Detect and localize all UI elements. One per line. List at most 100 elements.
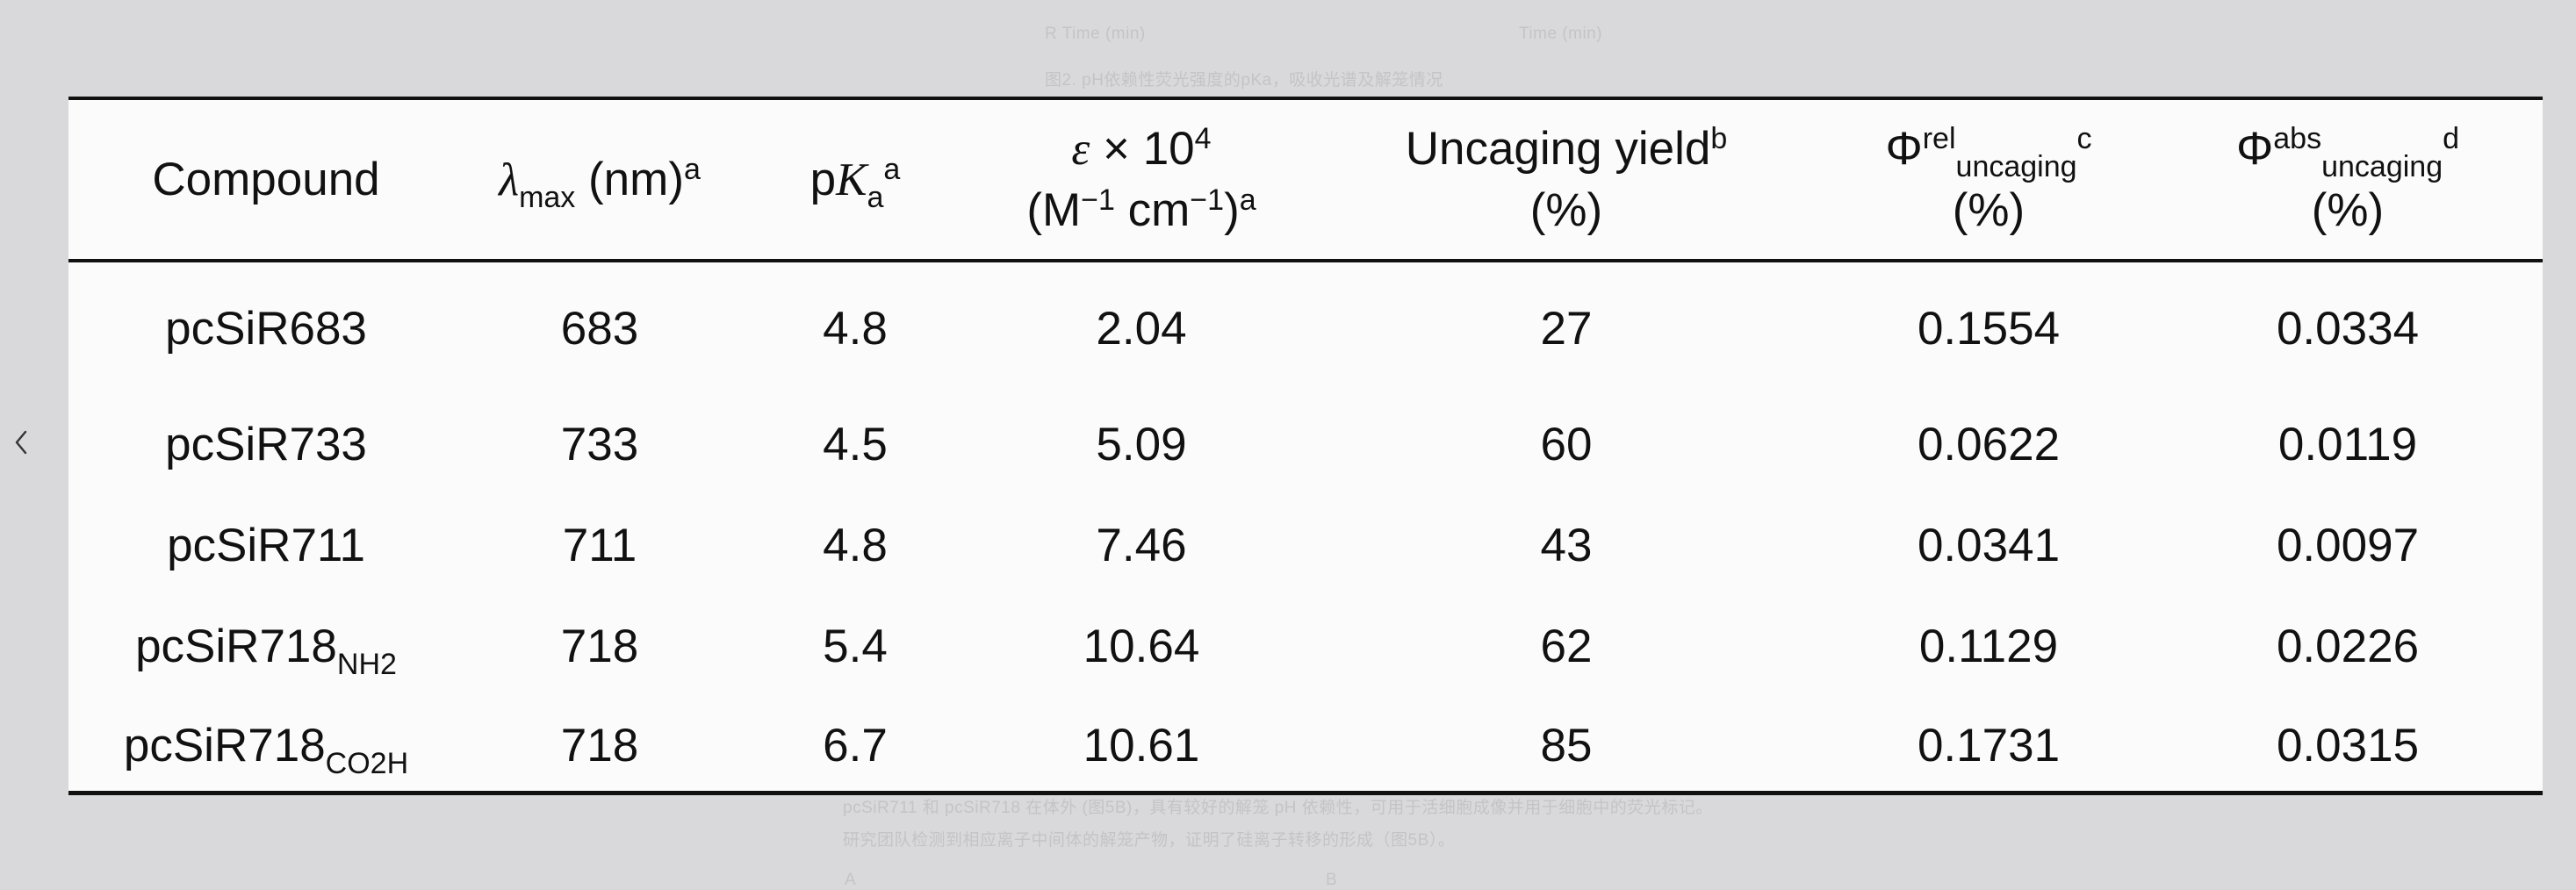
cell-epsilon: 10.61 (1083, 720, 1200, 772)
cell-phi-abs: 0.0315 (2276, 720, 2420, 772)
compound-name: pcSiR718 (123, 720, 326, 772)
cell-lambda-max: 718 (560, 621, 639, 672)
previous-image-button[interactable] (5, 420, 37, 465)
cell-epsilon: 5.09 (1096, 419, 1187, 470)
cell-compound: pcSiR718CO2H (68, 697, 464, 794)
epsilon-unit-part: cm (1114, 183, 1191, 236)
phi-rel-superscript: rel (1922, 121, 1956, 155)
cell-lambda-max: 711 (562, 520, 637, 571)
phi-rel-footnote: c (2076, 121, 2092, 155)
cell-phi-abs: 0.0226 (2276, 621, 2420, 672)
yield-unit: (%) (1529, 183, 1603, 236)
lambda-unit: (nm) (575, 153, 684, 205)
background-axis-label: Time (min) (1519, 25, 1603, 43)
cell-phi-abs: 0.0097 (2276, 520, 2420, 571)
compound-subscript: CO2H (325, 747, 409, 780)
cell-compound: pcSiR718NH2 (68, 596, 464, 697)
cell-pka: 4.8 (823, 302, 888, 355)
background-panel-label: B (1326, 871, 1338, 889)
cell-uncaging-yield: 62 (1540, 621, 1593, 672)
cell-lambda-max: 733 (560, 419, 639, 470)
cell-uncaging-yield: 60 (1540, 419, 1593, 470)
cell-epsilon: 10.64 (1083, 621, 1200, 672)
epsilon-unit-part: ) (1224, 183, 1240, 236)
background-axis-label: R Time (min) (1045, 25, 1146, 43)
table-header-rule (68, 259, 2543, 262)
yield-line-1: Uncaging yieldb (1308, 118, 1824, 180)
epsilon-exponent: 4 (1194, 121, 1212, 155)
epsilon-times: × 10 (1090, 122, 1195, 175)
cell-phi-rel: 0.0622 (1917, 419, 2061, 470)
lambda-subscript: max (519, 180, 576, 214)
cell-pka: 4.5 (823, 419, 888, 470)
phi-abs-subscript: uncaging (2321, 149, 2443, 183)
pka-p: p (809, 153, 837, 205)
epsilon-symbol: ε (1071, 123, 1090, 175)
table-row: pcSiR733 733 4.5 5.09 60 0.0622 0.0119 (68, 394, 2543, 495)
epsilon-unit-exponent: −1 (1190, 183, 1225, 217)
phi-rel-subscript: uncaging (1955, 149, 2077, 183)
cell-phi-rel: 0.1129 (1918, 621, 2059, 672)
phi-abs-symbol: Φ (2235, 122, 2274, 175)
pka-k: K (836, 154, 867, 205)
cell-phi-abs: 0.0334 (2276, 302, 2420, 355)
yield-footnote: b (1710, 121, 1728, 155)
background-figure-caption: 图2. pH依赖性荧光强度的pKa，吸收光谱及解笼情况 (1045, 71, 1443, 90)
header-phi-abs: Φabsuncagingd (%) (2153, 100, 2543, 259)
header-uncaging-yield: Uncaging yieldb (%) (1308, 100, 1824, 259)
lambda-footnote: a (683, 152, 701, 186)
compound-name: pcSiR718 (135, 621, 337, 672)
pka-subscript: a (867, 180, 884, 214)
cell-pka: 4.8 (823, 520, 888, 571)
cell-phi-rel: 0.1554 (1917, 302, 2061, 355)
header-compound-label: Compound (152, 153, 380, 205)
header-compound: Compound (68, 100, 464, 259)
cell-phi-rel: 0.0341 (1917, 520, 2061, 571)
table-top-rule (68, 97, 2543, 100)
phi-abs-footnote: d (2443, 121, 2460, 155)
background-body-text: 研究团队检测到相应离子中间体的解笼产物，证明了硅离子转移的形成（图5B）。 (843, 831, 1456, 850)
epsilon-line-2: (M−1 cm−1)a (975, 180, 1308, 241)
phi-abs-superscript: abs (2273, 121, 2322, 155)
phi-abs-unit: (%) (2311, 183, 2385, 236)
phi-rel-symbol: Φ (1885, 122, 1923, 175)
photophysical-properties-table: Compound λmax (nm)a pKaa ε × 104 (M−1 cm… (68, 100, 2543, 794)
compound-name: pcSiR711 (167, 520, 365, 571)
header-lambda-max: λmax (nm)a (464, 100, 736, 259)
table-row: pcSiR718CO2H 718 6.7 10.61 85 0.1731 0.0… (68, 697, 2543, 794)
cell-epsilon: 7.46 (1096, 520, 1187, 571)
table-row: pcSiR718NH2 718 5.4 10.64 62 0.1129 0.02… (68, 596, 2543, 697)
cell-lambda-max: 683 (560, 302, 639, 355)
cell-compound: pcSiR711 (68, 495, 464, 596)
phi-abs-line-1: Φabsuncagingd (2153, 118, 2543, 183)
cell-phi-abs: 0.0119 (2277, 419, 2418, 470)
epsilon-line-1: ε × 104 (975, 118, 1308, 180)
epsilon-footnote: a (1239, 183, 1256, 217)
epsilon-unit-part: (M (1026, 183, 1082, 236)
cell-compound: pcSiR683 (68, 262, 464, 394)
background-panel-label: A (845, 871, 857, 889)
cell-epsilon: 2.04 (1096, 302, 1187, 355)
cell-pka: 5.4 (823, 621, 888, 672)
pka-footnote: a (883, 152, 901, 186)
table-row: pcSiR683 683 4.8 2.04 27 0.1554 0.0334 (68, 262, 2543, 394)
header-phi-rel: Φreluncagingc (%) (1824, 100, 2153, 259)
table-header-row: Compound λmax (nm)a pKaa ε × 104 (M−1 cm… (68, 100, 2543, 259)
phi-rel-unit: (%) (1952, 183, 2026, 236)
cell-uncaging-yield: 85 (1540, 720, 1593, 772)
cell-uncaging-yield: 43 (1540, 520, 1593, 571)
yield-label: Uncaging yield (1405, 122, 1711, 175)
compound-name: pcSiR683 (165, 302, 367, 355)
header-pka: pKaa (736, 100, 975, 259)
table-bottom-rule (68, 791, 2543, 795)
cell-compound: pcSiR733 (68, 394, 464, 495)
epsilon-unit-exponent: −1 (1081, 183, 1115, 217)
table-row: pcSiR711 711 4.8 7.46 43 0.0341 0.0097 (68, 495, 2543, 596)
table-image: Compound λmax (nm)a pKaa ε × 104 (M−1 cm… (68, 97, 2543, 795)
cell-pka: 6.7 (823, 720, 888, 772)
cell-phi-rel: 0.1731 (1917, 720, 2061, 772)
background-body-text: pcSiR711 和 pcSiR718 在体外 (图5B)，具有较好的解笼 pH… (843, 799, 1713, 817)
compound-subscript: NH2 (336, 648, 397, 681)
phi-rel-line-1: Φreluncagingc (1824, 118, 2153, 183)
lambda-symbol: λ (499, 154, 520, 205)
